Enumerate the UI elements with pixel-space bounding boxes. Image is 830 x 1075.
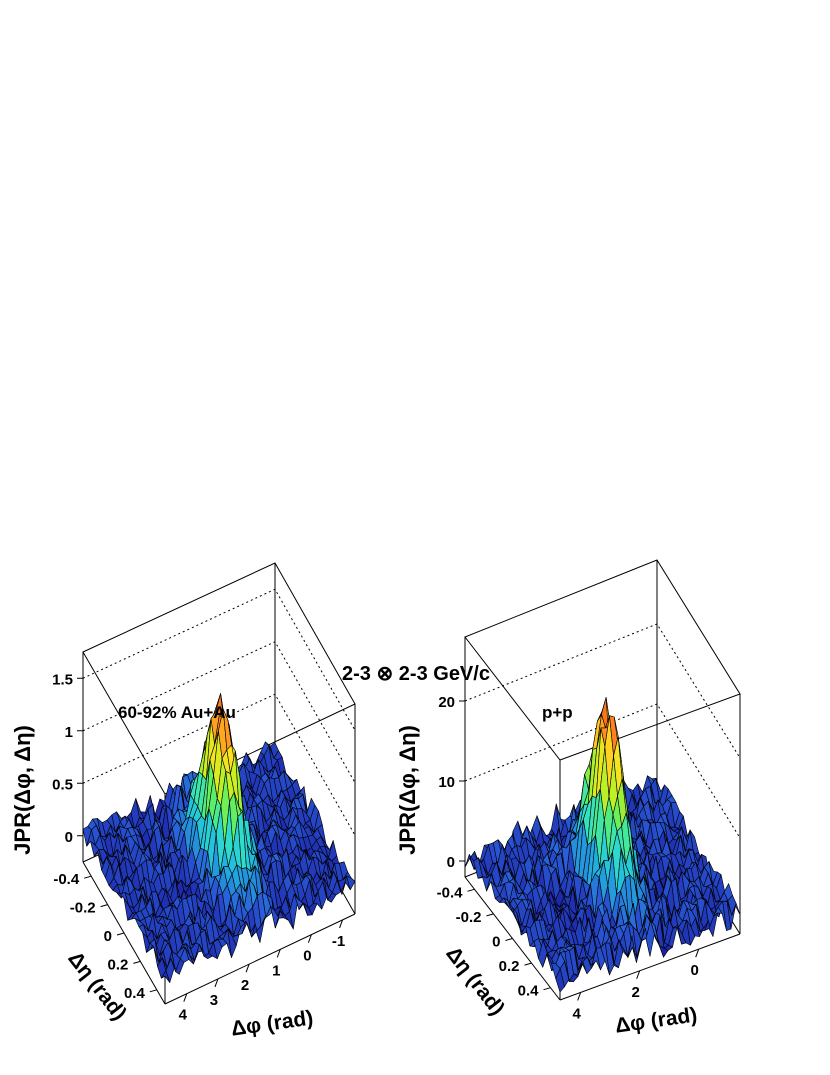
x-tick (307, 934, 312, 943)
x-tick-label: 4 (179, 1007, 188, 1024)
x-tick-label: -1 (332, 933, 345, 950)
z-axis-label: JPR(Δφ, Δη) (10, 725, 35, 855)
x-tick-label: 4 (572, 1005, 581, 1022)
x-axis (559, 933, 741, 1001)
x-tick (339, 919, 344, 929)
y-tick (505, 938, 513, 941)
z-tick-label: 0 (65, 829, 73, 846)
z-tick-label: 1.5 (52, 671, 73, 688)
surface-facet (731, 903, 741, 916)
x-tick (245, 963, 250, 973)
z-tick-label: 1 (65, 724, 73, 741)
y-tick-label: -0.4 (437, 884, 464, 901)
x-axis (164, 913, 356, 1005)
x-tick (695, 948, 700, 958)
y-tick-label: 0.2 (499, 958, 520, 975)
box-top (82, 562, 356, 795)
y-tick-label: 0.4 (518, 983, 540, 1000)
x-axis-label: Δφ (rad) (230, 1006, 315, 1040)
y-tick (467, 888, 475, 892)
z-tick-label: 20 (438, 694, 455, 711)
y-tick (116, 932, 125, 936)
y-tick (524, 962, 532, 966)
y-tick-label: 0.2 (108, 956, 129, 973)
x-tick-label: 0 (303, 948, 311, 965)
y-tick (543, 987, 551, 991)
box-top (464, 559, 741, 761)
x-tick-label: 0 (691, 962, 699, 979)
y-axis-label: Δη (rad) (441, 942, 509, 1020)
x-axis-label: Δφ (rad) (614, 1003, 699, 1037)
y-tick-label: 0 (492, 934, 500, 951)
z-gridline (464, 703, 741, 839)
y-tick (100, 904, 108, 908)
x-tick-label: 2 (241, 977, 249, 994)
z-tick-label: 0.5 (52, 776, 73, 793)
y-tick-label: -0.2 (70, 900, 96, 917)
z-axis-label: JPR(Δφ, Δη) (395, 725, 420, 855)
x-tick (183, 993, 188, 1002)
y-tick-label: 0 (104, 928, 112, 945)
y-tick (133, 960, 141, 964)
panel-label: p+p (542, 703, 573, 722)
x-tick (276, 949, 281, 958)
panel-label: 60-92% Au+Au (118, 703, 236, 722)
y-tick (486, 913, 494, 917)
x-tick-label: 2 (632, 984, 640, 1001)
y-tick-label: -0.2 (456, 909, 482, 926)
y-tick-label: -0.4 (53, 871, 80, 888)
x-tick (214, 978, 219, 988)
x-tick (577, 992, 582, 1001)
figure-title: 2-3 ⊗ 2-3 GeV/c (342, 663, 490, 685)
surface (464, 697, 741, 993)
y-tick (84, 875, 92, 879)
z-tick-label: 10 (438, 774, 455, 791)
surface-plot-au-au: 0 0.5 1 1.5 4 3 2 1 0 -1 -0.4 -0.2 0 0.2 0.4 60-92% Au+… (10, 562, 356, 1041)
z-tick-label: 0 (447, 854, 455, 871)
surface-facet (346, 875, 356, 891)
z-gridline (82, 693, 356, 836)
x-tick-label: 3 (210, 992, 218, 1009)
y-tick-label: 0.4 (124, 985, 146, 1002)
x-tick (636, 970, 641, 979)
surface (82, 693, 356, 983)
z-gridline (82, 588, 356, 731)
y-tick (149, 989, 157, 993)
z-gridline (82, 641, 356, 783)
x-tick-label: 1 (272, 962, 280, 979)
z-gridline (464, 623, 741, 759)
